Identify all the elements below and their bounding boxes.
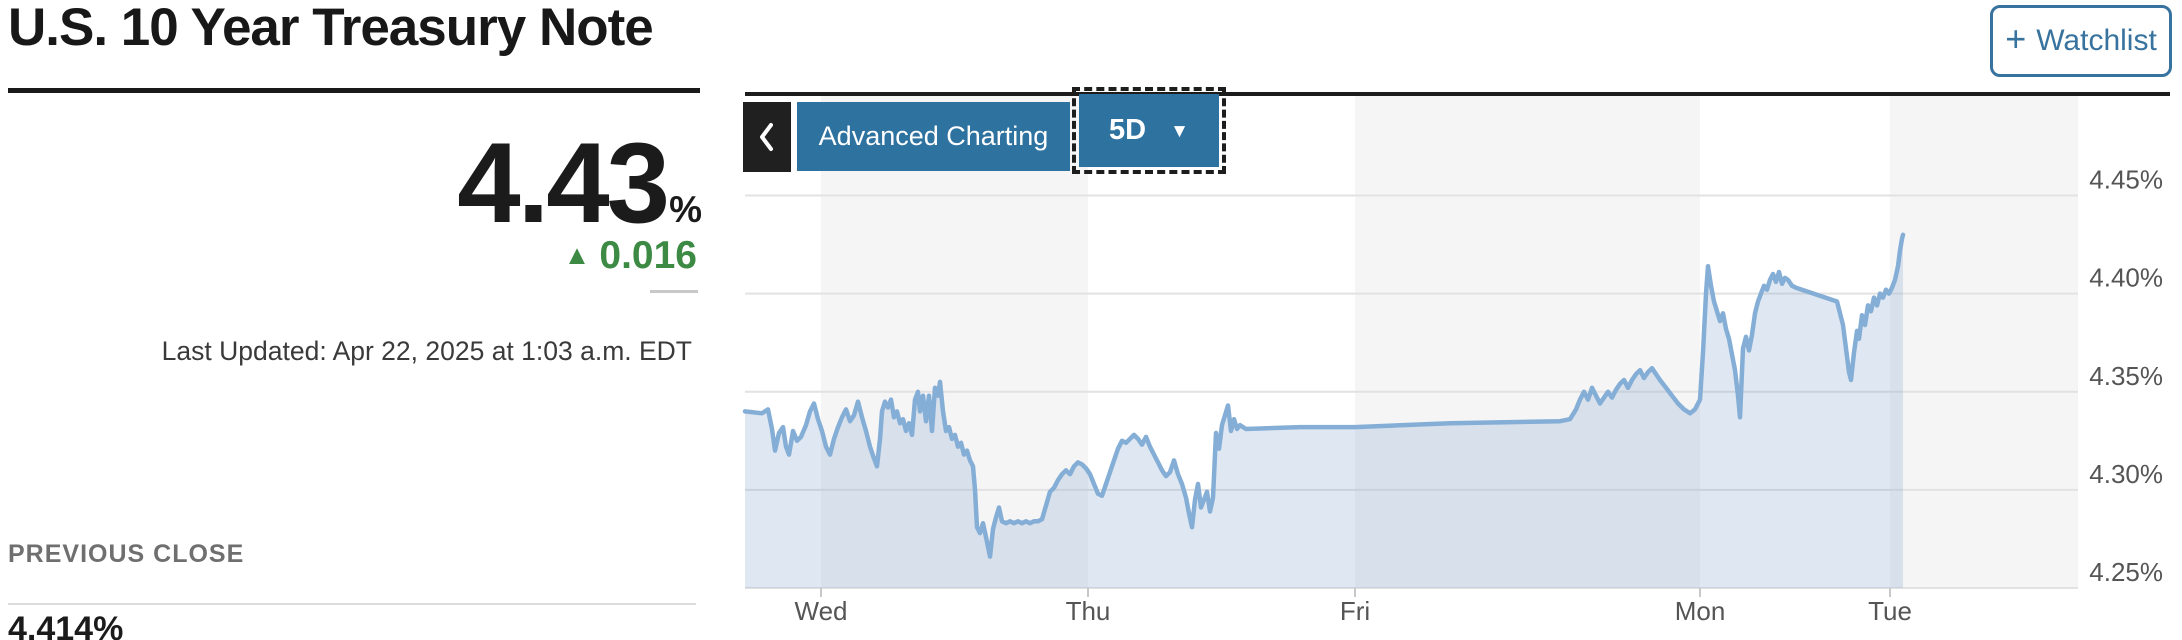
day-band xyxy=(1890,96,2078,588)
advanced-charting-button[interactable]: Advanced Charting xyxy=(797,102,1070,171)
range-value: 5D xyxy=(1109,114,1147,146)
chevron-left-icon xyxy=(760,123,773,151)
x-axis-label: Thu xyxy=(1066,596,1111,626)
caret-down-icon: ▼ xyxy=(1170,120,1189,142)
collapse-chart-button[interactable] xyxy=(743,102,791,172)
y-axis-label: 4.25% xyxy=(2089,557,2163,587)
up-arrow-icon: ▲ xyxy=(563,240,591,270)
range-selector-dropdown[interactable]: 5D ▼ xyxy=(1079,94,1219,167)
x-axis-label: Wed xyxy=(795,596,848,626)
x-axis-label: Tue xyxy=(1868,596,1912,626)
last-updated: Last Updated: Apr 22, 2025 at 1:03 a.m. … xyxy=(161,336,692,366)
quote-value: 4.43 xyxy=(457,120,670,247)
plus-icon: + xyxy=(2005,18,2027,59)
title-divider xyxy=(8,88,700,93)
chart-top-border xyxy=(745,92,2170,96)
quote-unit: % xyxy=(669,189,702,230)
y-axis-label: 4.40% xyxy=(2089,263,2163,293)
page-title: U.S. 10 Year Treasury Note xyxy=(8,0,654,57)
change-divider xyxy=(650,290,698,293)
day-band xyxy=(1355,96,1700,588)
previous-close-value: 4.414% xyxy=(8,610,124,640)
x-axis-label: Fri xyxy=(1340,596,1370,626)
add-to-watchlist-button[interactable]: + Watchlist xyxy=(1990,5,2172,77)
y-axis-label: 4.45% xyxy=(2089,165,2163,195)
previous-close-label: PREVIOUS CLOSE xyxy=(8,540,245,568)
range-selector-focus-outline: 5D ▼ xyxy=(1072,87,1226,174)
day-band xyxy=(821,96,1088,588)
previous-close-divider xyxy=(8,603,696,605)
quote-change: ▲ 0.016 xyxy=(564,234,697,278)
y-axis-label: 4.30% xyxy=(2089,459,2163,489)
watchlist-label: Watchlist xyxy=(2036,24,2157,57)
yield-line xyxy=(742,232,1906,559)
x-axis-label: Mon xyxy=(1675,596,1726,626)
y-axis-label: 4.35% xyxy=(2089,361,2163,391)
quote-value-row: 4.43% xyxy=(457,118,702,249)
area-fill xyxy=(745,234,1903,589)
change-value: 0.016 xyxy=(599,234,697,277)
